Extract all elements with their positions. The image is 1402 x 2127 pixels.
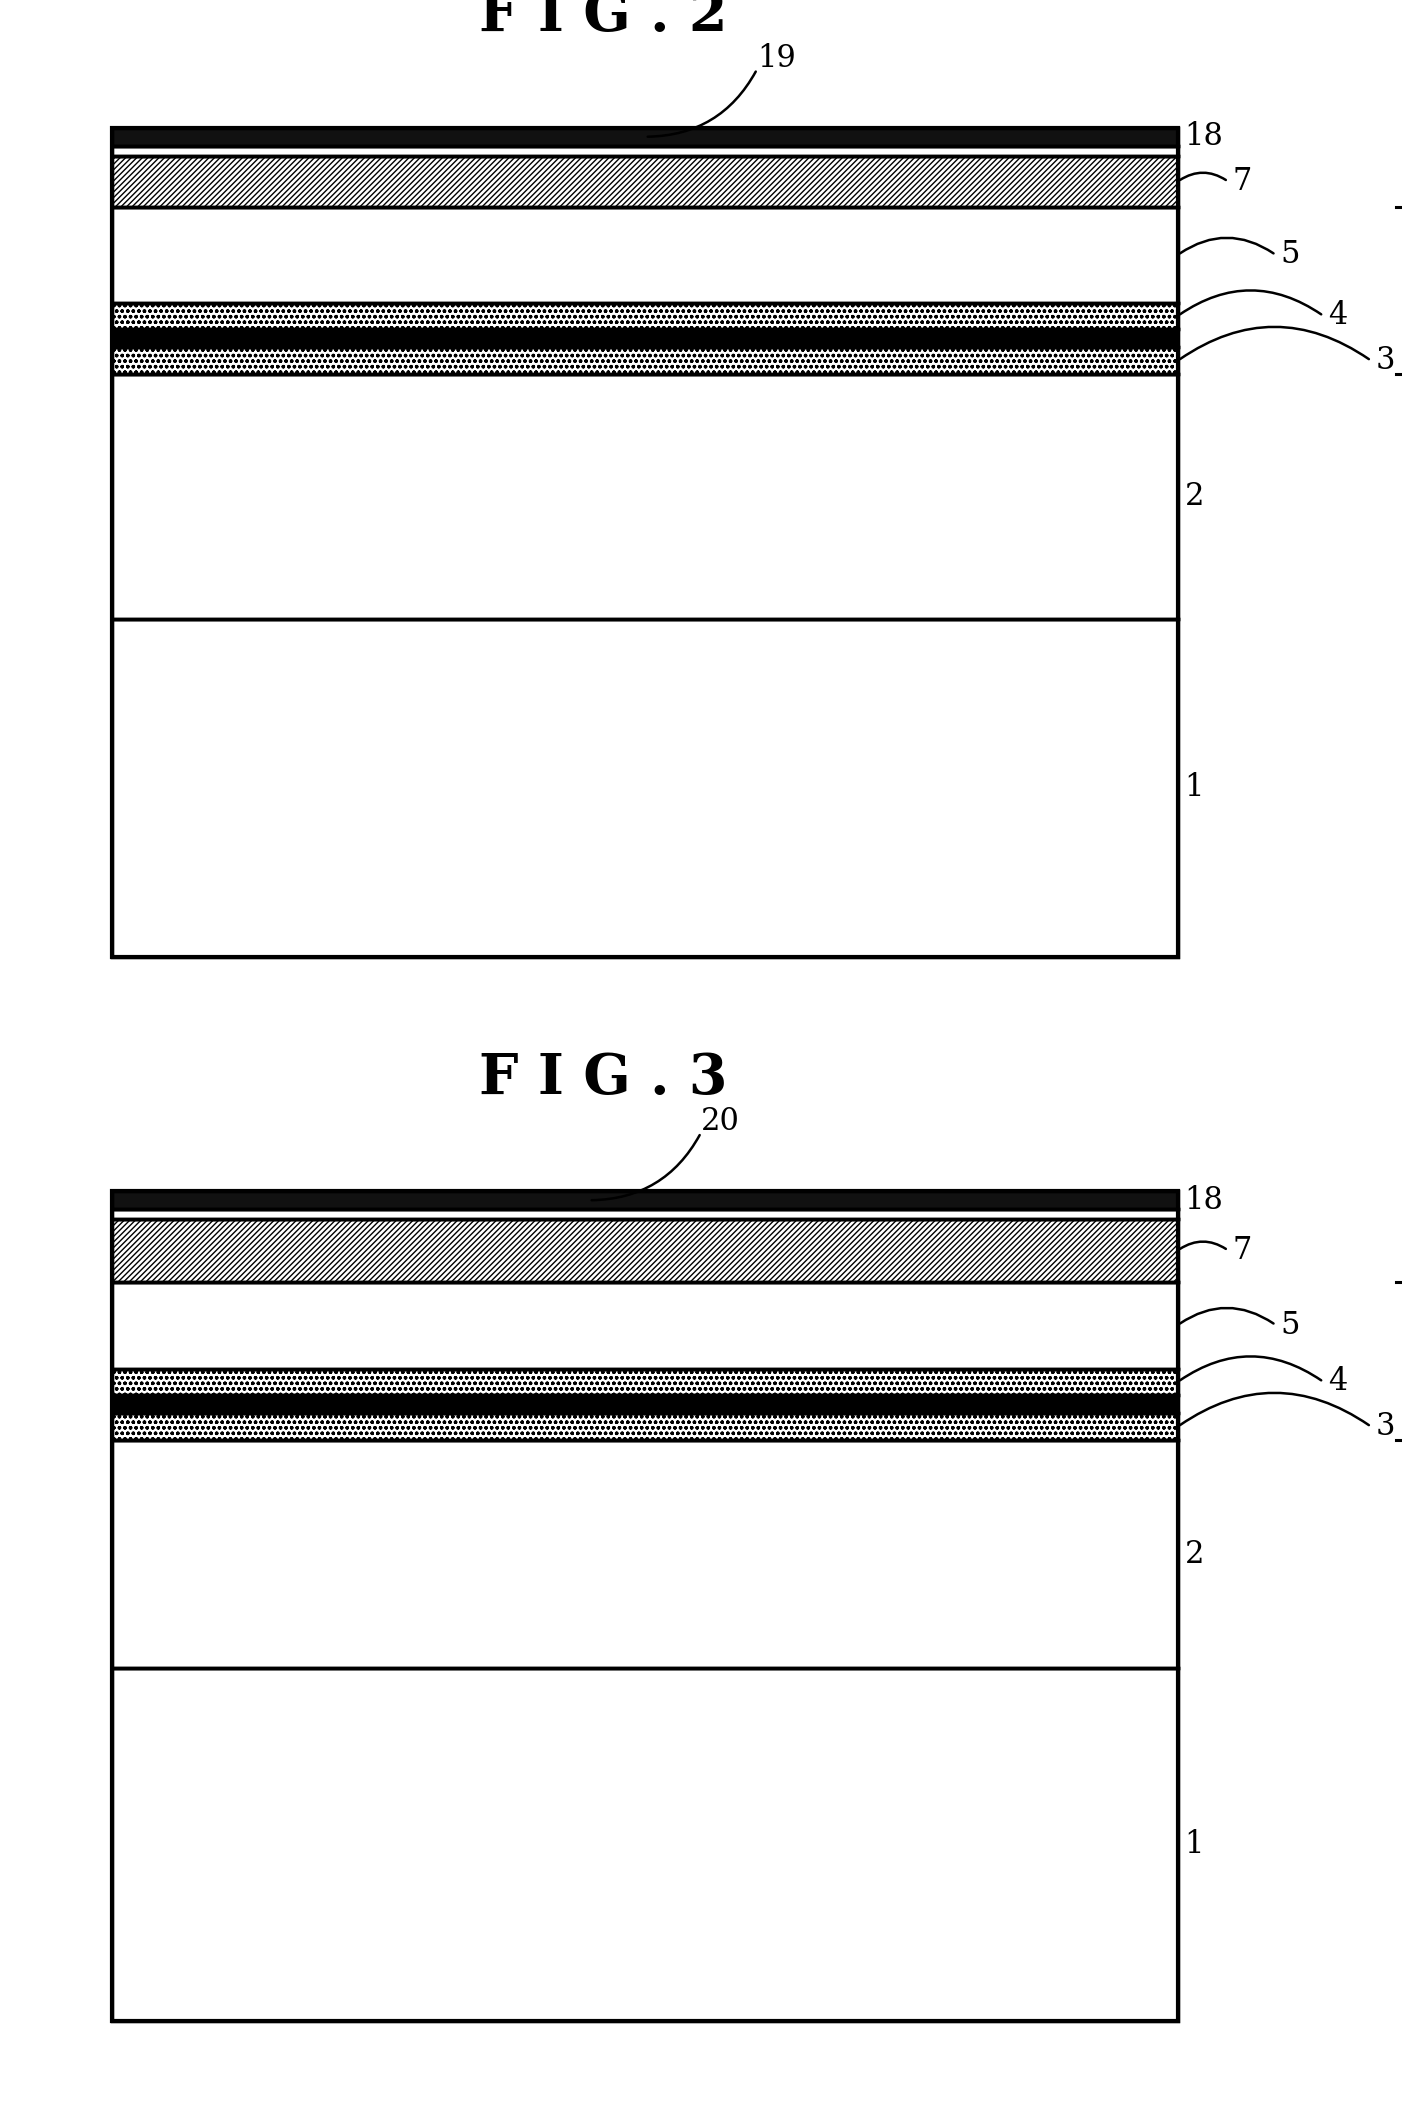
Bar bbox=[112, 1191, 1178, 1210]
Bar bbox=[112, 155, 1178, 206]
Bar bbox=[112, 128, 1178, 957]
Text: 5: 5 bbox=[1280, 240, 1300, 270]
Text: F I G . 3: F I G . 3 bbox=[478, 1051, 728, 1106]
Bar bbox=[112, 347, 1178, 374]
Bar bbox=[112, 1668, 1178, 2021]
Text: 7: 7 bbox=[1232, 166, 1252, 198]
Text: 2: 2 bbox=[1185, 481, 1204, 513]
Text: 18: 18 bbox=[1185, 121, 1224, 153]
Bar bbox=[112, 1368, 1178, 1395]
Bar bbox=[112, 206, 1178, 302]
Bar bbox=[112, 1219, 1178, 1283]
Text: 19: 19 bbox=[757, 43, 796, 74]
Bar bbox=[112, 1440, 1178, 1668]
Bar bbox=[112, 330, 1178, 347]
Text: F I G . 2: F I G . 2 bbox=[478, 0, 728, 43]
Text: 18: 18 bbox=[1185, 1185, 1224, 1217]
Bar bbox=[112, 147, 1178, 155]
Text: 1: 1 bbox=[1185, 1829, 1204, 1859]
Text: 7: 7 bbox=[1232, 1236, 1252, 1266]
Bar bbox=[112, 1414, 1178, 1440]
Text: 5: 5 bbox=[1280, 1310, 1300, 1340]
Text: 4: 4 bbox=[1328, 1366, 1347, 1397]
Bar bbox=[112, 1191, 1178, 2021]
Bar bbox=[112, 302, 1178, 330]
Bar bbox=[112, 1283, 1178, 1368]
Text: 1: 1 bbox=[1185, 772, 1204, 804]
Bar bbox=[112, 374, 1178, 619]
Bar bbox=[112, 1395, 1178, 1414]
Bar bbox=[112, 128, 1178, 147]
Text: 3: 3 bbox=[1375, 1410, 1395, 1442]
Text: 20: 20 bbox=[701, 1106, 740, 1138]
Text: 3: 3 bbox=[1375, 345, 1395, 376]
Text: 4: 4 bbox=[1328, 300, 1347, 332]
Bar bbox=[112, 1210, 1178, 1219]
Text: 2: 2 bbox=[1185, 1538, 1204, 1570]
Bar bbox=[112, 619, 1178, 957]
